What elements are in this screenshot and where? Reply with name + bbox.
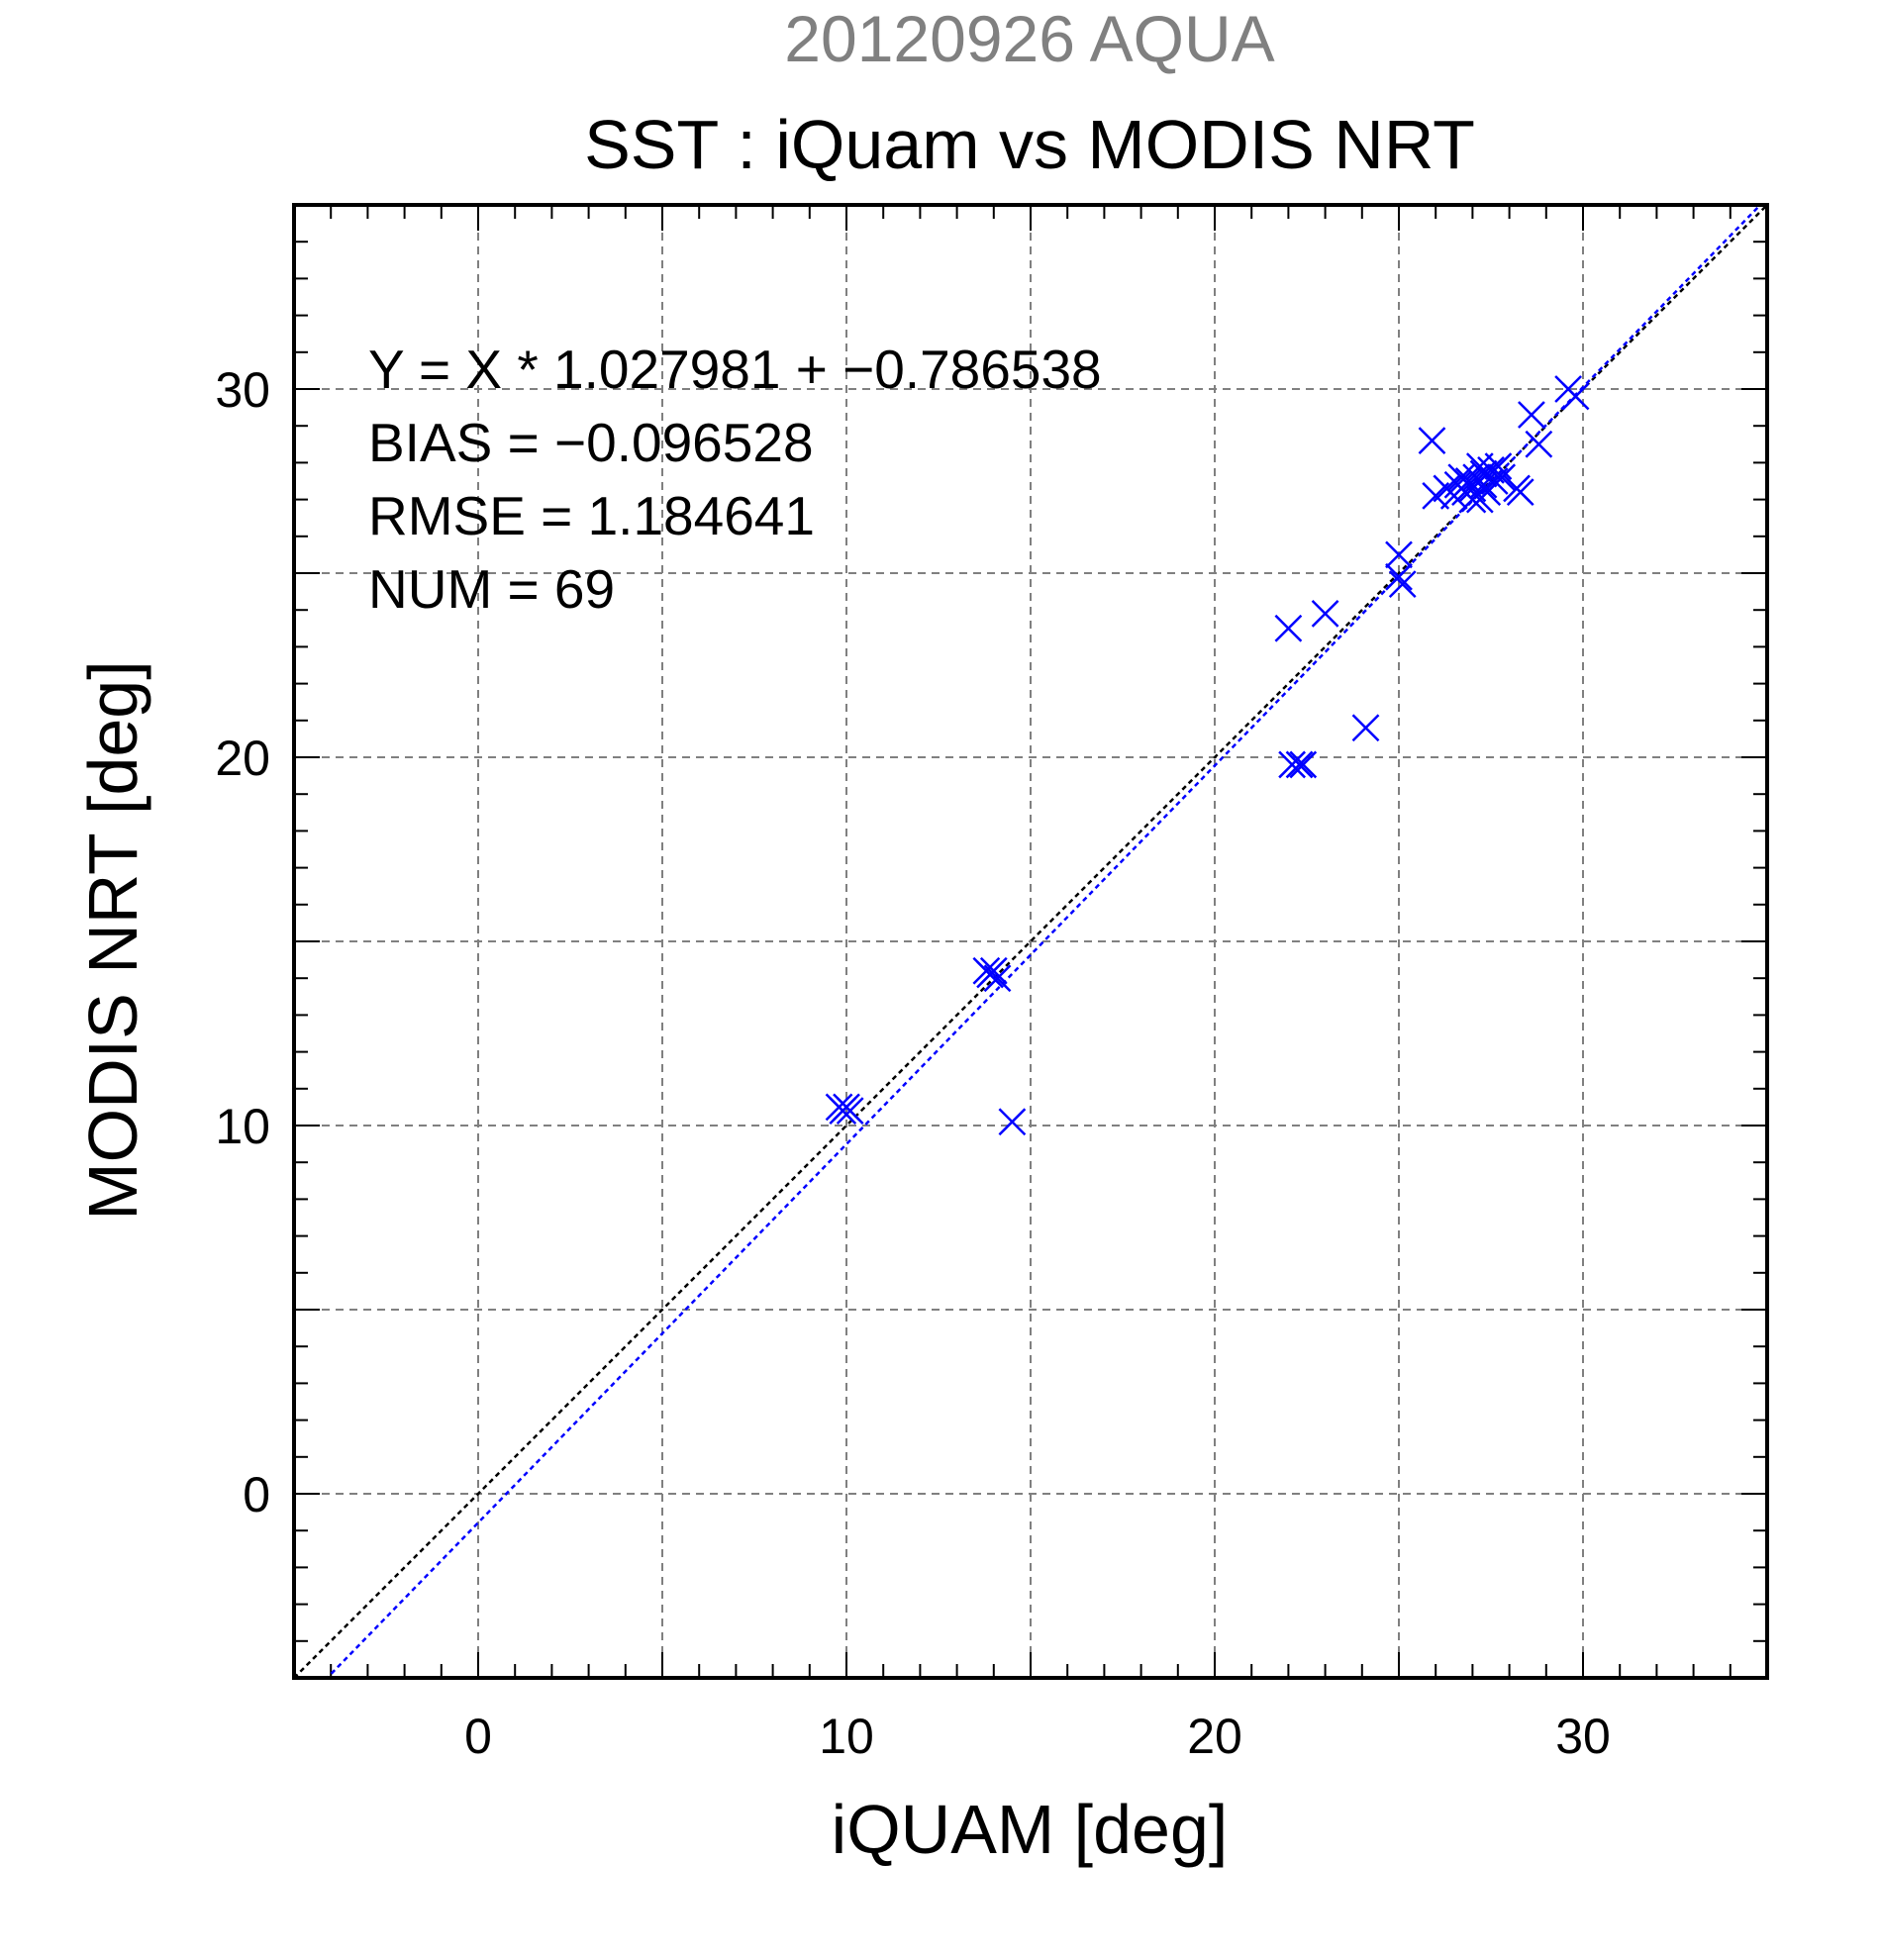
data-point xyxy=(1388,570,1417,599)
reference-lines xyxy=(294,205,1767,1678)
chart-title: SST : iQuam vs MODIS NRT xyxy=(584,106,1475,183)
data-point xyxy=(836,1097,864,1126)
data-point xyxy=(1418,427,1446,454)
x-axis-label: iQUAM [deg] xyxy=(832,1791,1229,1868)
data-point xyxy=(1458,485,1487,514)
bias-value: BIAS = −0.096528 xyxy=(368,412,814,473)
data-point xyxy=(1525,430,1553,458)
regression-equation: Y = X * 1.027981 + −0.786538 xyxy=(368,339,1102,400)
y-tick-labels: 0 10 20 30 xyxy=(215,362,270,1522)
data-point xyxy=(1561,382,1590,411)
data-point xyxy=(1274,614,1303,642)
x-tick-label: 30 xyxy=(1555,1709,1611,1764)
data-point xyxy=(1285,750,1314,779)
data-point xyxy=(983,964,1012,993)
data-point xyxy=(1385,540,1413,569)
grid xyxy=(294,205,1767,1678)
regression-line xyxy=(325,205,1762,1678)
x-tick-labels: 0 10 20 30 xyxy=(464,1709,1611,1764)
x-tick-label: 20 xyxy=(1187,1709,1242,1764)
x-tick-label: 10 xyxy=(819,1709,874,1764)
chart-subtitle: 20120926 AQUA xyxy=(784,2,1274,75)
y-tick-label: 0 xyxy=(243,1467,270,1522)
data-point xyxy=(1488,463,1517,492)
data-point xyxy=(1311,600,1339,628)
data-point xyxy=(1484,452,1513,481)
y-tick-label: 20 xyxy=(215,731,270,786)
y-tick-label: 10 xyxy=(215,1099,270,1154)
data-point xyxy=(1278,750,1307,779)
data-point xyxy=(1469,470,1498,499)
statistics-annotation: Y = X * 1.027981 + −0.786538 BIAS = −0.0… xyxy=(368,339,1102,620)
data-point xyxy=(979,956,1008,985)
plot-frame xyxy=(292,203,1769,1680)
data-point xyxy=(998,1108,1027,1136)
data-points xyxy=(825,375,1590,1136)
y-tick-label: 30 xyxy=(215,362,270,418)
rmse-value: RMSE = 1.184641 xyxy=(368,485,815,546)
num-value: NUM = 69 xyxy=(368,558,615,620)
x-tick-label: 0 xyxy=(464,1709,492,1764)
data-point xyxy=(1289,750,1318,779)
data-point xyxy=(1506,478,1534,507)
axis-ticks xyxy=(294,205,1767,1678)
y-axis-label: MODIS NRT [deg] xyxy=(74,660,151,1220)
data-point xyxy=(1518,401,1545,429)
data-point xyxy=(1385,562,1413,591)
data-point xyxy=(1351,714,1380,742)
